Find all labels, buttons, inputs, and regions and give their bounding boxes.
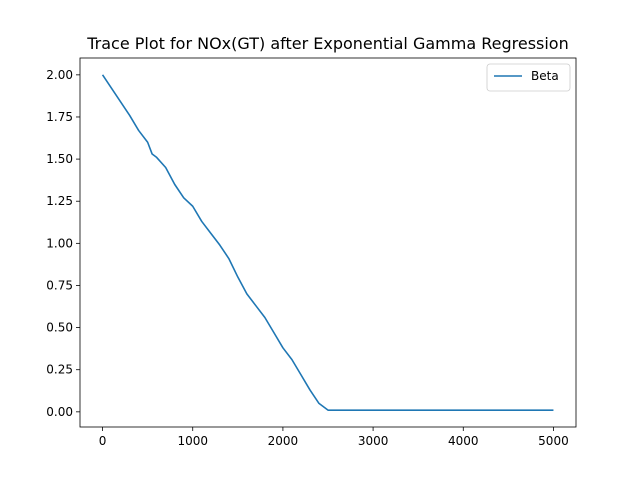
chart-title: Trace Plot for NOx(GT) after Exponential… xyxy=(86,34,568,53)
x-tick-label: 4000 xyxy=(448,434,479,448)
plot-frame xyxy=(79,57,577,428)
y-tick-label: 0.00 xyxy=(46,405,73,419)
y-tick-label: 0.75 xyxy=(46,278,73,292)
y-tick-label: 1.50 xyxy=(46,152,73,166)
legend-label-beta: Beta xyxy=(531,69,559,83)
x-tick-label: 2000 xyxy=(268,434,299,448)
y-tick-label: 1.00 xyxy=(46,236,73,250)
x-tick-label: 5000 xyxy=(538,434,569,448)
x-tick-label: 3000 xyxy=(358,434,389,448)
legend: Beta xyxy=(486,63,571,92)
x-tick-label: 1000 xyxy=(177,434,208,448)
series-layer xyxy=(101,74,554,411)
y-axis: 0.00 0.25 0.50 0.75 1.00 1.25 1.50 1.75 2.00 xyxy=(46,68,80,419)
y-tick-label: 1.25 xyxy=(46,194,73,208)
x-tick-label: 0 xyxy=(99,434,107,448)
legend-box xyxy=(486,63,571,92)
x-axis: 0 1000 2000 3000 4000 5000 xyxy=(99,427,569,448)
series-line-beta xyxy=(101,74,554,411)
y-tick-label: 1.75 xyxy=(46,110,73,124)
y-tick-label: 0.50 xyxy=(46,321,73,335)
y-tick-label: 2.00 xyxy=(46,68,73,82)
y-tick-label: 0.25 xyxy=(46,363,73,377)
